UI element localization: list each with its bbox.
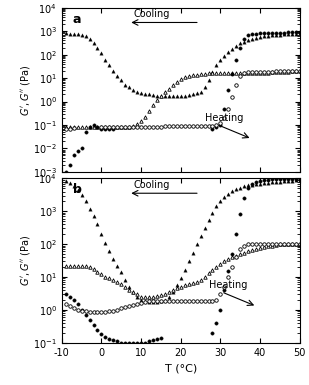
Text: Cooling: Cooling [133, 9, 170, 19]
Y-axis label: $G', G''$ (Pa): $G', G''$ (Pa) [19, 235, 32, 286]
X-axis label: T (°C): T (°C) [165, 363, 197, 373]
Text: Heating: Heating [205, 113, 243, 123]
Y-axis label: $G', G''$ (Pa): $G', G''$ (Pa) [19, 64, 32, 116]
Text: a: a [73, 13, 81, 26]
Text: Heating: Heating [209, 280, 248, 290]
Text: b: b [73, 183, 81, 196]
Text: Cooling: Cooling [133, 180, 170, 190]
